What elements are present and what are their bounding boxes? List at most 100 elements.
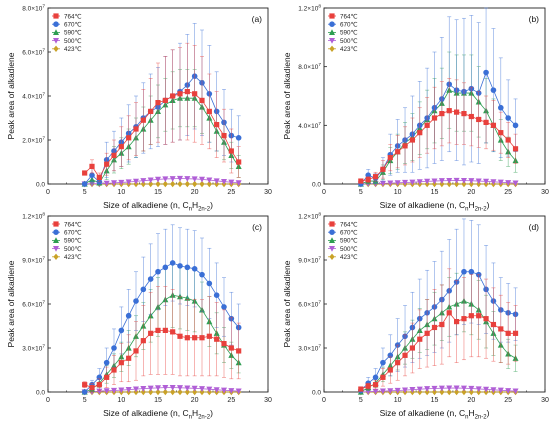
data-point	[192, 388, 198, 396]
panel-label: (c)	[252, 222, 262, 232]
y-tick-label: 0.0	[36, 182, 45, 189]
x-axis-label: Size of alkadiene (n, CnH2n-2)	[103, 408, 213, 421]
data-point	[177, 91, 183, 97]
legend-marker	[329, 45, 335, 52]
data-point	[505, 137, 511, 143]
series-line	[360, 300, 516, 393]
panel-label: (b)	[529, 14, 540, 24]
data-point	[402, 352, 408, 358]
data-point	[133, 126, 139, 132]
x-tick-label: 5	[359, 397, 363, 404]
data-point	[505, 330, 511, 336]
data-point	[206, 177, 213, 184]
data-point	[490, 321, 497, 328]
data-point	[96, 174, 102, 180]
data-point	[170, 329, 176, 335]
data-point	[454, 109, 460, 115]
data-point	[96, 382, 102, 388]
data-point	[402, 387, 409, 394]
data-point	[103, 359, 110, 366]
data-point	[184, 335, 190, 341]
data-point	[453, 177, 460, 184]
chart-panel-c: 0 5 10 15 20 25 30 0.0 3.0×107 6.0×107 9.0×107 1.2×…	[6, 212, 272, 421]
y-tick-label: 1.2×108	[298, 212, 321, 221]
data-point	[89, 385, 95, 391]
legend-marker	[329, 38, 335, 44]
data-point	[103, 180, 110, 187]
data-point	[118, 360, 124, 366]
x-axis-label: Size of alkadiene (n, CnH2n-2)	[380, 200, 490, 213]
data-point	[402, 179, 409, 186]
data-point	[438, 178, 445, 184]
legend-label: 670℃	[64, 230, 82, 237]
y-tick-label: 9.0×107	[298, 256, 321, 265]
y-tick-label: 0.0	[36, 390, 45, 397]
legend-marker	[53, 253, 59, 260]
data-point	[358, 178, 364, 184]
data-point	[446, 108, 452, 114]
data-point	[147, 177, 154, 184]
series-line	[84, 262, 239, 393]
data-point	[475, 178, 482, 185]
data-point	[221, 304, 227, 310]
y-tick-label: 4.0×107	[22, 92, 45, 101]
data-point	[402, 143, 408, 149]
legend-marker	[329, 21, 335, 28]
legend-marker	[53, 29, 59, 35]
legend-label: 590℃	[340, 238, 358, 245]
data-point	[460, 178, 467, 184]
data-point	[169, 260, 176, 266]
data-point	[118, 179, 125, 186]
x-tick-label: 0	[46, 189, 50, 196]
data-point	[133, 348, 139, 354]
panel-label: (a)	[252, 14, 263, 24]
data-point	[155, 180, 161, 188]
data-point	[147, 276, 154, 282]
x-tick-label: 30	[541, 189, 549, 196]
data-point	[446, 310, 452, 316]
data-point	[140, 178, 147, 184]
data-point	[483, 316, 489, 322]
series-line	[360, 387, 516, 393]
legend-marker	[53, 13, 59, 19]
panel-label: (d)	[529, 222, 540, 232]
data-point	[439, 321, 445, 328]
data-point	[155, 100, 161, 106]
data-point	[162, 180, 168, 188]
data-point	[461, 316, 467, 322]
data-point	[394, 180, 401, 187]
series-line	[360, 312, 516, 390]
legend-marker	[329, 13, 335, 19]
data-point	[431, 385, 438, 392]
data-point	[82, 170, 88, 176]
data-point	[184, 89, 190, 95]
data-point	[228, 148, 234, 154]
data-point	[177, 263, 183, 269]
data-point	[162, 264, 169, 271]
data-point	[454, 180, 460, 188]
y-axis-label: Peak area of alkadiene	[6, 52, 16, 139]
legend-marker	[329, 237, 335, 243]
x-tick-label: 20	[467, 189, 475, 196]
data-point	[387, 180, 394, 187]
legend-label: 423℃	[340, 254, 358, 261]
data-point	[417, 130, 423, 136]
data-point	[103, 388, 110, 395]
data-point	[431, 388, 438, 396]
legend-label: 500℃	[64, 38, 82, 45]
data-point	[431, 178, 438, 185]
data-point	[81, 389, 88, 395]
data-point	[177, 388, 183, 396]
legend-label: 670℃	[340, 230, 358, 237]
series-line	[84, 178, 239, 185]
x-tick-label: 20	[191, 397, 199, 404]
y-axis-label: Peak area of alkadiene	[282, 52, 292, 139]
data-point	[118, 387, 125, 394]
data-point	[409, 387, 416, 393]
data-point	[358, 386, 364, 392]
data-point	[454, 319, 460, 325]
y-tick-label: 4.0×107	[298, 121, 321, 130]
data-point	[81, 181, 88, 187]
